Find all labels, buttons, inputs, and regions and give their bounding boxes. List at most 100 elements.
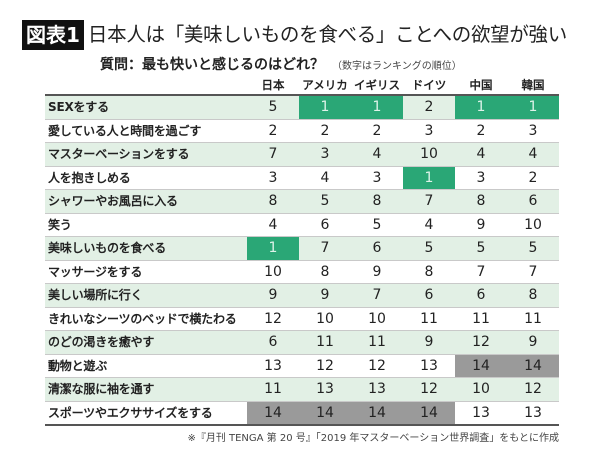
rank-cell: 9	[403, 330, 455, 355]
rank-cell: 12	[247, 307, 299, 331]
rank-cell: 4	[455, 142, 507, 167]
rank-cell: 6	[247, 330, 299, 355]
rank-cell: 2	[507, 166, 559, 190]
rank-cell: 1	[455, 95, 507, 120]
rank-cell: 10	[403, 142, 455, 167]
rank-cell: 13	[299, 377, 351, 402]
row-label: 笑う	[45, 213, 247, 237]
row-label: 美しい場所に行く	[45, 283, 247, 308]
table-row: 愛している人と時間を過ごす 2 2 2 3 2 3	[45, 119, 559, 143]
column-header: 日本	[247, 77, 299, 96]
rank-cell: 1	[351, 95, 403, 120]
column-header: 中国	[455, 77, 507, 96]
rank-cell: 3	[507, 119, 559, 143]
subtitle: 質問：最も快いと感じるのはどれ？ （数字はランキングの順位）	[100, 54, 462, 74]
rank-cell: 7	[351, 283, 403, 308]
rank-cell: 14	[455, 354, 507, 378]
rank-cell: 2	[299, 119, 351, 143]
rank-cell: 11	[247, 377, 299, 402]
table-row: マスターベーションをする 7 3 4 10 4 4	[45, 142, 559, 167]
rank-cell: 11	[507, 307, 559, 331]
title-text: 日本人は「美味しいものを食べる」ことへの欲望が強い	[87, 23, 567, 46]
row-label: シャワーやお風呂に入る	[45, 189, 247, 214]
rank-cell: 5	[299, 189, 351, 214]
rank-cell: 6	[455, 283, 507, 308]
rank-cell: 8	[455, 189, 507, 214]
table-row: シャワーやお風呂に入る 8 5 8 7 8 6	[45, 189, 559, 214]
header-blank	[45, 77, 247, 96]
rank-cell: 14	[247, 401, 299, 426]
row-label: 美味しいものを食べる	[45, 236, 247, 261]
rank-cell: 3	[247, 166, 299, 190]
rank-cell: 14	[403, 401, 455, 426]
rank-cell: 10	[299, 307, 351, 331]
rank-cell: 12	[507, 377, 559, 402]
rank-cell: 8	[507, 283, 559, 308]
row-label: マスターベーションをする	[45, 142, 247, 167]
table-row: のどの渇きを癒やす 6 11 11 9 12 9	[45, 330, 559, 355]
rank-cell: 11	[403, 307, 455, 331]
table-row: 清潔な服に袖を通す 11 13 13 12 10 12	[45, 377, 559, 402]
rank-cell: 3	[455, 166, 507, 190]
subtitle-note: （数字はランキングの順位）	[332, 61, 462, 72]
rank-cell: 11	[455, 307, 507, 331]
rank-cell: 11	[299, 330, 351, 355]
table-row: 動物と遊ぶ 13 12 12 13 14 14	[45, 354, 559, 378]
row-label: SEXをする	[45, 95, 247, 120]
rank-cell: 6	[351, 236, 403, 261]
rank-cell: 13	[455, 401, 507, 426]
rank-cell: 2	[247, 119, 299, 143]
rank-cell: 5	[507, 236, 559, 261]
table-row: 笑う 4 6 5 4 9 10	[45, 213, 559, 237]
rank-cell: 9	[299, 283, 351, 308]
rank-cell: 1	[299, 95, 351, 120]
question-text: 質問：最も快いと感じるのはどれ？	[100, 57, 324, 73]
table-row: マッサージをする 10 8 9 8 7 7	[45, 260, 559, 284]
rank-cell: 9	[247, 283, 299, 308]
row-label: 動物と遊ぶ	[45, 354, 247, 378]
rank-cell: 5	[403, 236, 455, 261]
rank-cell: 9	[455, 213, 507, 237]
rank-cell: 1	[247, 236, 299, 261]
rank-cell: 4	[299, 166, 351, 190]
rank-cell: 9	[507, 330, 559, 355]
rank-cell: 4	[351, 142, 403, 167]
table-row: 美味しいものを食べる 1 7 6 5 5 5	[45, 236, 559, 261]
rank-cell: 14	[507, 354, 559, 378]
table-row: SEXをする 5 1 1 2 1 1	[45, 95, 559, 120]
rank-cell: 10	[351, 307, 403, 331]
rank-cell: 5	[455, 236, 507, 261]
table-row: 人を抱きしめる 3 4 3 1 3 2	[45, 166, 559, 190]
rank-cell: 10	[247, 260, 299, 284]
source-note: ※『月刊 TENGA 第 20 号』「2019 年マスターベーション世界調査」を…	[187, 433, 559, 444]
rank-cell: 7	[247, 142, 299, 167]
table-row: きれいなシーツのベッドで横たわる 12 10 10 11 11 11	[45, 307, 559, 331]
row-label: 愛している人と時間を過ごす	[45, 119, 247, 143]
rank-cell: 13	[247, 354, 299, 378]
rank-cell: 7	[507, 260, 559, 284]
rank-cell: 2	[351, 119, 403, 143]
column-header: 韓国	[507, 77, 559, 96]
row-label: マッサージをする	[45, 260, 247, 284]
column-header: ドイツ	[403, 77, 455, 96]
column-header: イギリス	[351, 77, 403, 96]
rank-cell: 4	[507, 142, 559, 167]
rank-cell: 9	[351, 260, 403, 284]
rank-cell: 10	[455, 377, 507, 402]
rank-cell: 7	[455, 260, 507, 284]
table-container: 日本 アメリカ イギリス ドイツ 中国 韓国 SEXをする 5 1 1 2 1 1 愛している人と時間を…	[45, 77, 559, 444]
rank-cell: 12	[351, 354, 403, 378]
figure-title: 図表1 日本人は「美味しいものを食べる」ことへの欲望が強い	[22, 20, 567, 50]
rank-cell: 6	[507, 189, 559, 214]
rank-cell: 13	[507, 401, 559, 426]
rank-cell: 12	[299, 354, 351, 378]
rank-cell: 10	[507, 213, 559, 237]
rank-cell: 3	[351, 166, 403, 190]
figure-label: 図表1	[22, 20, 84, 50]
rank-cell: 6	[299, 213, 351, 237]
rank-cell: 1	[507, 95, 559, 120]
rank-cell: 2	[403, 95, 455, 120]
rank-cell: 3	[403, 119, 455, 143]
rank-cell: 5	[351, 213, 403, 237]
rank-cell: 8	[351, 189, 403, 214]
